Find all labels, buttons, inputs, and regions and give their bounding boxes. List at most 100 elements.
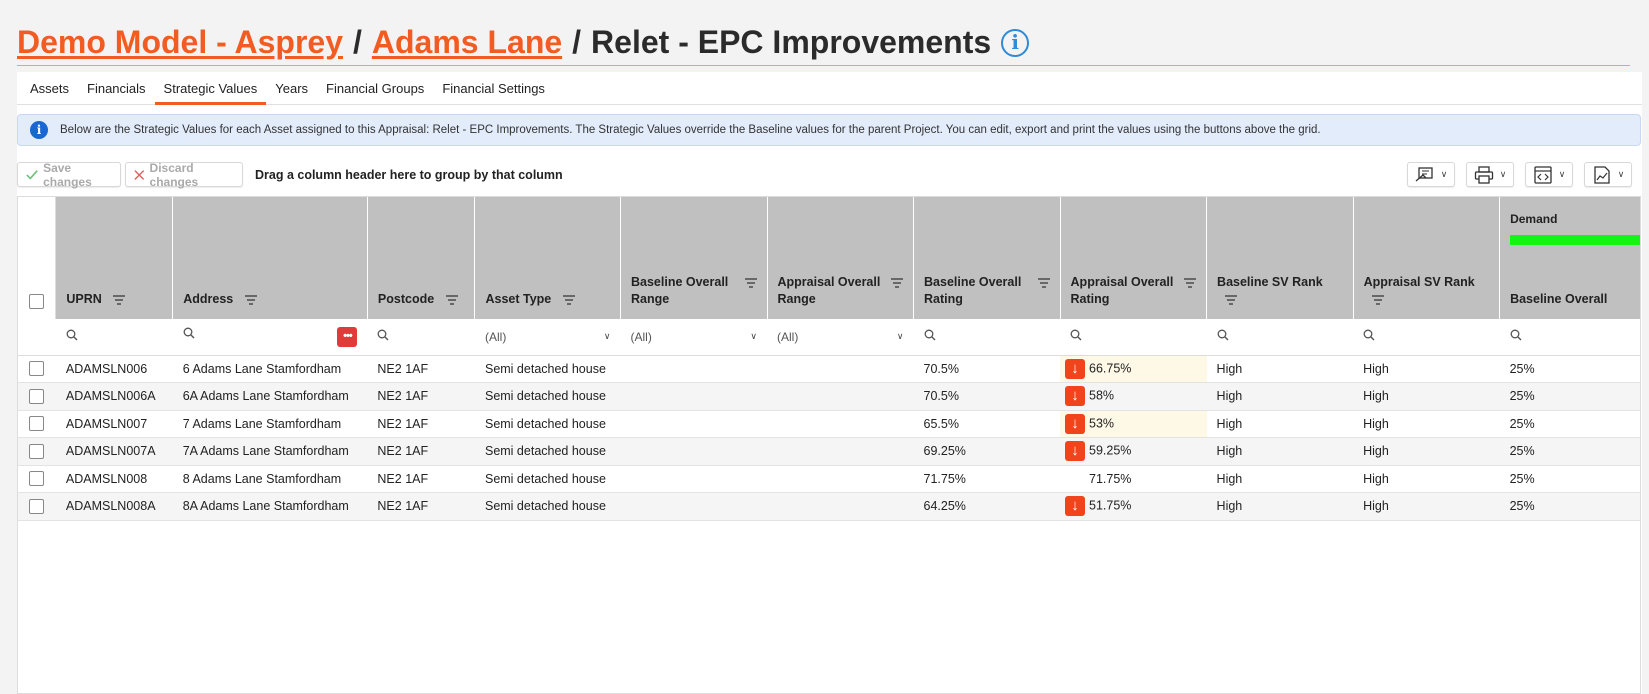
cell-baseline-range[interactable] [620, 410, 767, 438]
cell-appraisal-range[interactable] [767, 410, 914, 438]
cell-postcode[interactable]: NE2 1AF [367, 355, 475, 383]
cell-baseline-overall[interactable]: 25% [1499, 410, 1640, 438]
more-options-icon[interactable]: ••• [337, 326, 358, 347]
cell-baseline-range[interactable] [620, 382, 767, 411]
column-header-appraisal-sv-rank[interactable]: Appraisal SV Rank [1353, 197, 1501, 319]
cell-postcode[interactable]: NE2 1AF [367, 410, 475, 438]
row-checkbox[interactable] [29, 388, 45, 404]
cell-address[interactable]: 8 Adams Lane Stamfordham [172, 465, 368, 493]
tab-financials[interactable]: Financials [87, 81, 146, 96]
info-icon[interactable]: i [1001, 28, 1030, 57]
cell-appraisal-sv-rank[interactable]: High [1353, 492, 1500, 521]
cell-appraisal-range[interactable] [767, 465, 914, 493]
breadcrumb-model-link[interactable]: Demo Model - Asprey [17, 24, 343, 60]
table-row[interactable]: ADAMSLN006 6 Adams Lane Stamfordham NE2 … [18, 355, 1640, 383]
cell-appraisal-sv-rank[interactable]: High [1353, 410, 1500, 438]
tab-strategic-values[interactable]: Strategic Values [154, 72, 267, 105]
column-header-baseline-overall-range[interactable]: Baseline Overall Range [620, 197, 768, 319]
cell-uprn[interactable]: ADAMSLN008A [55, 492, 173, 521]
cell-postcode[interactable]: NE2 1AF [367, 465, 475, 493]
cell-appraisal-rating[interactable]: ↓ 53% [1060, 410, 1207, 438]
row-select-cell[interactable] [18, 465, 56, 493]
row-checkbox[interactable] [29, 471, 45, 487]
filter-cell[interactable] [1353, 319, 1500, 356]
cell-asset-type[interactable]: Semi detached house [474, 437, 621, 466]
row-select-cell[interactable] [18, 410, 56, 438]
filter-cell[interactable] [55, 319, 173, 356]
cell-baseline-overall[interactable]: 25% [1499, 437, 1640, 466]
cell-appraisal-range[interactable] [767, 492, 914, 521]
discard-button[interactable]: Discard changes [125, 161, 243, 189]
filter-cell[interactable] [1206, 319, 1354, 356]
cell-appraisal-rating[interactable]: ↓ 51.75% [1060, 492, 1207, 521]
filter-icon[interactable] [891, 278, 904, 288]
column-header-address[interactable]: Address [172, 197, 368, 319]
cell-baseline-sv-rank[interactable]: High [1206, 355, 1354, 383]
row-checkbox[interactable] [29, 443, 45, 459]
cell-uprn[interactable]: ADAMSLN008 [55, 465, 173, 493]
filter-icon[interactable] [1184, 278, 1197, 288]
tab-financial-groups[interactable]: Financial Groups [326, 81, 425, 96]
tab-financial-settings[interactable]: Financial Settings [442, 81, 545, 96]
cell-appraisal-rating[interactable]: ↓ 59.25% [1060, 437, 1207, 466]
cell-uprn[interactable]: ADAMSLN007 [55, 410, 173, 438]
filter-icon[interactable] [445, 295, 458, 305]
cell-appraisal-rating[interactable]: ↓ 58% [1060, 382, 1207, 411]
row-select-cell[interactable] [18, 492, 56, 521]
save-button[interactable]: Save changes [17, 161, 121, 189]
cell-appraisal-sv-rank[interactable]: High [1353, 437, 1500, 466]
cell-appraisal-sv-rank[interactable]: High [1353, 382, 1500, 411]
filter-select-appraisal-range[interactable]: (All) ∨ [767, 319, 914, 356]
cell-postcode[interactable]: NE2 1AF [367, 437, 475, 466]
cell-baseline-sv-rank[interactable]: High [1206, 465, 1354, 493]
cell-baseline-rating[interactable]: 64.25% [913, 492, 1061, 521]
table-row[interactable]: ADAMSLN007A 7A Adams Lane Stamfordham NE… [18, 437, 1640, 466]
cell-baseline-overall[interactable]: 25% [1499, 355, 1640, 383]
cell-asset-type[interactable]: Semi detached house [474, 355, 621, 383]
breadcrumb-site-link[interactable]: Adams Lane [371, 24, 563, 60]
cell-baseline-rating[interactable]: 71.75% [913, 465, 1061, 493]
row-select-cell[interactable] [18, 437, 56, 466]
cell-asset-type[interactable]: Semi detached house [474, 410, 621, 438]
cell-baseline-range[interactable] [620, 355, 767, 383]
cell-appraisal-range[interactable] [767, 437, 914, 466]
filter-icon[interactable] [744, 278, 757, 288]
cell-asset-type[interactable]: Semi detached house [474, 492, 621, 521]
row-select-cell[interactable] [18, 382, 56, 411]
filter-select-baseline-range[interactable]: (All) ∨ [620, 319, 767, 356]
cell-baseline-sv-rank[interactable]: High [1206, 492, 1354, 521]
cell-appraisal-sv-rank[interactable]: High [1353, 465, 1500, 493]
cell-appraisal-rating[interactable]: 71.75% [1060, 465, 1207, 493]
cell-baseline-rating[interactable]: 70.5% [913, 382, 1061, 411]
filter-select-asset-type[interactable]: (All) ∨ [474, 319, 621, 356]
select-all-checkbox[interactable] [29, 294, 45, 310]
row-checkbox[interactable] [29, 416, 45, 432]
column-header-appraisal-overall-range[interactable]: Appraisal Overall Range [767, 197, 915, 319]
filter-cell[interactable] [367, 319, 475, 356]
cell-address[interactable]: 7A Adams Lane Stamfordham [172, 437, 368, 466]
cell-baseline-sv-rank[interactable]: High [1206, 382, 1354, 411]
column-header-baseline-overall[interactable]: Demand Baseline Overall [1499, 197, 1640, 319]
filter-icon[interactable] [113, 295, 126, 305]
cell-baseline-range[interactable] [620, 492, 767, 521]
table-row[interactable]: ADAMSLN007 7 Adams Lane Stamfordham NE2 … [18, 410, 1640, 438]
cell-uprn[interactable]: ADAMSLN007A [55, 437, 173, 466]
cell-address[interactable]: 7 Adams Lane Stamfordham [172, 410, 368, 438]
filter-cell[interactable]: ••• [172, 319, 368, 356]
filter-cell[interactable] [1060, 319, 1207, 356]
export-code-button[interactable]: ∨ [1525, 162, 1573, 187]
tab-assets[interactable]: Assets [30, 81, 70, 96]
filter-icon[interactable] [1037, 278, 1050, 288]
filter-cell[interactable] [1499, 319, 1640, 356]
table-row[interactable]: ADAMSLN008 8 Adams Lane Stamfordham NE2 … [18, 465, 1640, 493]
cell-baseline-overall[interactable]: 25% [1499, 382, 1640, 411]
table-row[interactable]: ADAMSLN008A 8A Adams Lane Stamfordham NE… [18, 492, 1640, 521]
cell-asset-type[interactable]: Semi detached house [474, 465, 621, 493]
row-select-cell[interactable] [18, 355, 56, 383]
filter-cell[interactable] [913, 319, 1061, 356]
row-checkbox[interactable] [29, 361, 45, 377]
filter-icon[interactable] [1371, 295, 1384, 305]
cell-appraisal-range[interactable] [767, 355, 914, 383]
filter-icon[interactable] [562, 295, 575, 305]
column-header-appraisal-overall-rating[interactable]: Appraisal Overall Rating [1060, 197, 1208, 319]
